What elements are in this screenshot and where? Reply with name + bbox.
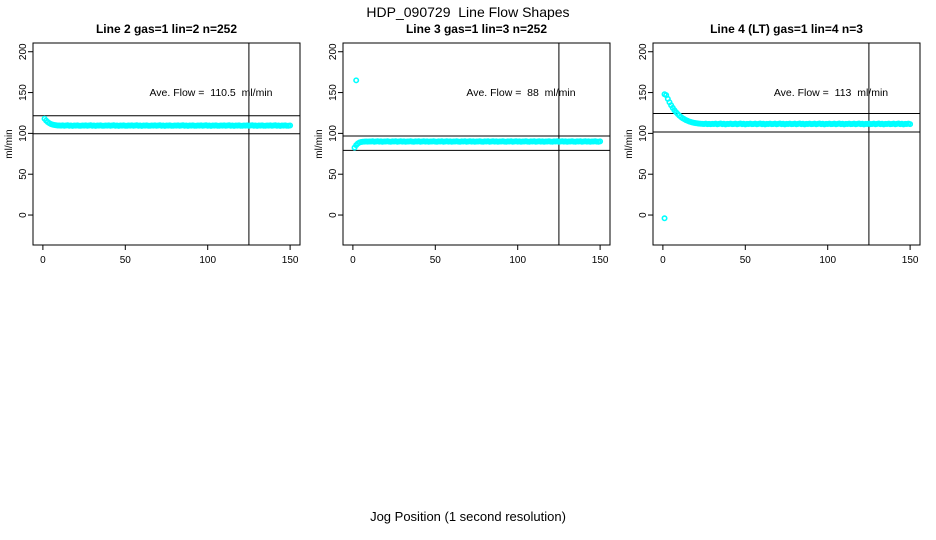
- y-tick-label: 50: [18, 168, 29, 180]
- y-tick-label: 0: [328, 212, 339, 218]
- y-tick-label: 100: [18, 125, 29, 142]
- y-axis-title: ml/min: [624, 129, 635, 158]
- y-tick-label: 200: [18, 43, 29, 60]
- plot-box: [32, 42, 301, 246]
- y-axis-title: ml/min: [314, 129, 325, 158]
- x-tick-label: 150: [282, 255, 299, 266]
- y-tick-label: 50: [638, 168, 649, 180]
- x-tick-label: 0: [40, 255, 46, 266]
- x-tick-label: 100: [199, 255, 216, 266]
- y-tick-label: 200: [638, 43, 649, 60]
- x-axis-label: Jog Position (1 second resolution): [370, 509, 566, 524]
- panel-line3: Line 3 gas=1 lin=3 n=252 0 50 100 150 0 50 100 1…: [314, 22, 611, 266]
- data-point: [597, 138, 604, 145]
- panel-line2: Line 2 gas=1 lin=2 n=252 0 50 100 150 0 50 100 1…: [4, 22, 301, 266]
- y-tick-label: 0: [18, 212, 29, 218]
- y-axis-title: ml/min: [4, 129, 15, 158]
- y-tick-label: 50: [328, 168, 339, 180]
- y-tick-label: 150: [18, 84, 29, 101]
- panel-title: Line 3 gas=1 lin=3 n=252: [406, 22, 547, 36]
- x-tick-label: 100: [819, 255, 836, 266]
- x-tick-label: 0: [350, 255, 356, 266]
- x-tick-label: 100: [509, 255, 526, 266]
- data-point: [907, 121, 914, 128]
- outlier-point: [661, 215, 668, 222]
- panel-title: Line 4 (LT) gas=1 lin=4 n=3: [710, 22, 863, 36]
- panel-line4: Line 4 (LT) gas=1 lin=4 n=3 0 50 100 150 0 50 1…: [624, 22, 921, 266]
- x-tick-label: 150: [902, 255, 919, 266]
- y-tick-label: 200: [328, 43, 339, 60]
- plot-box: [342, 42, 611, 246]
- y-tick-label: 150: [328, 84, 339, 101]
- y-tick-label: 150: [638, 84, 649, 101]
- figure-title: HDP_090729 Line Flow Shapes: [366, 4, 570, 20]
- y-tick-label: 100: [328, 125, 339, 142]
- x-tick-label: 50: [430, 255, 442, 266]
- outlier-point: [353, 77, 360, 84]
- x-tick-label: 50: [740, 255, 752, 266]
- data-point: [287, 122, 294, 129]
- x-tick-label: 50: [120, 255, 132, 266]
- y-tick-label: 100: [638, 125, 649, 142]
- ave-flow-annotation: Ave. Flow = 110.5 ml/min: [149, 87, 272, 99]
- plot-box: [652, 42, 921, 246]
- x-tick-label: 0: [660, 255, 666, 266]
- x-tick-label: 150: [592, 255, 609, 266]
- ave-flow-annotation: Ave. Flow = 113 ml/min: [774, 87, 888, 99]
- ave-flow-annotation: Ave. Flow = 88 ml/min: [466, 87, 575, 99]
- panel-title: Line 2 gas=1 lin=2 n=252: [96, 22, 237, 36]
- y-tick-label: 0: [638, 212, 649, 218]
